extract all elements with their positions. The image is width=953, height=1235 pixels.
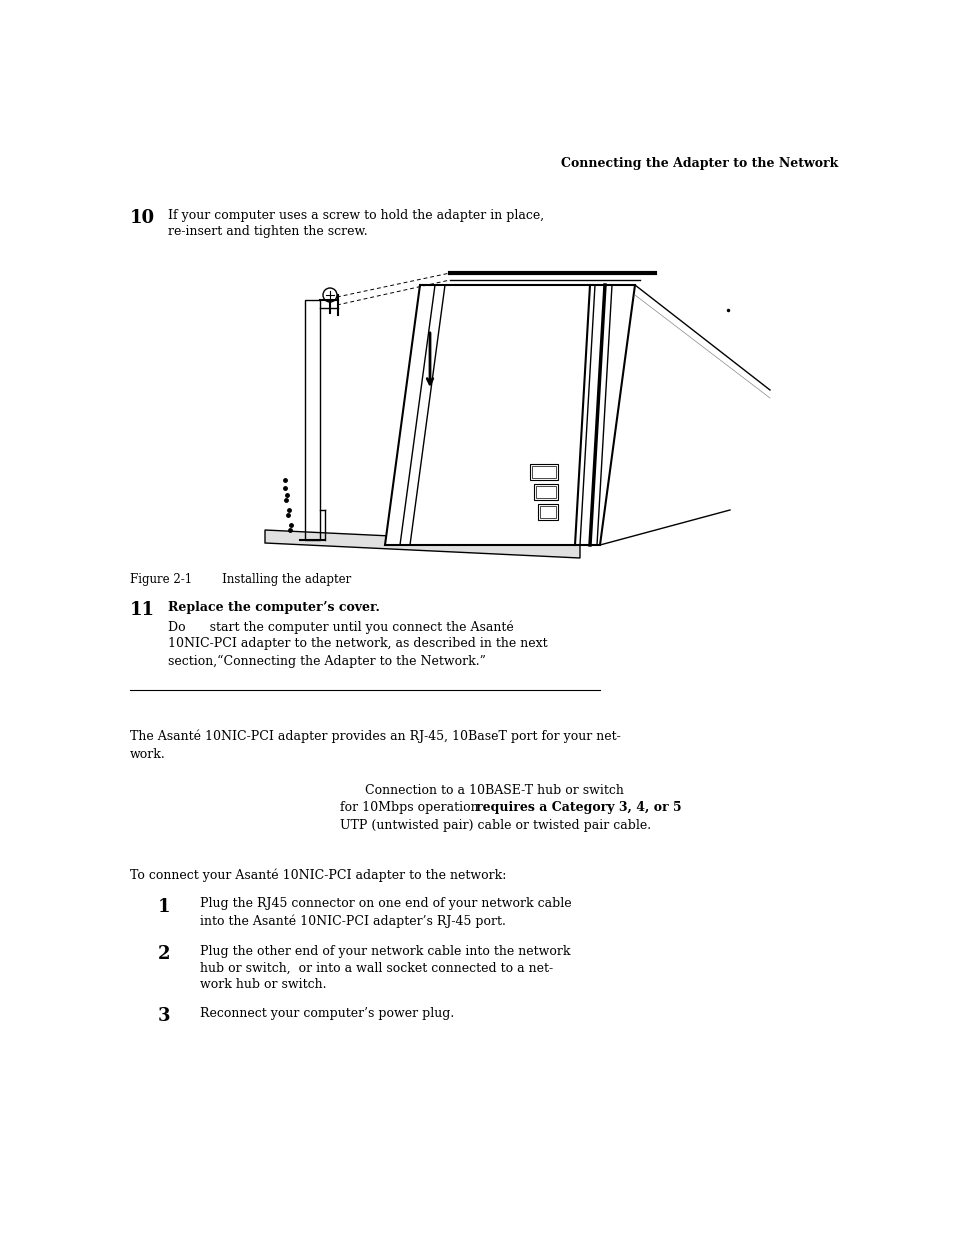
Bar xyxy=(537,504,558,520)
Text: re-insert and tighten the screw.: re-insert and tighten the screw. xyxy=(168,226,367,238)
Text: Reconnect your computer’s power plug.: Reconnect your computer’s power plug. xyxy=(200,1007,454,1020)
Text: section,“Connecting the Adapter to the Network.”: section,“Connecting the Adapter to the N… xyxy=(168,655,485,668)
Bar xyxy=(532,466,556,478)
Bar xyxy=(539,506,556,517)
Text: for 10Mbps operation: for 10Mbps operation xyxy=(339,802,482,815)
Text: 3: 3 xyxy=(158,1007,171,1025)
Text: UTP (untwisted pair) cable or twisted pair cable.: UTP (untwisted pair) cable or twisted pa… xyxy=(339,820,651,832)
Bar xyxy=(534,484,558,500)
Text: To connect your Asanté 10NIC-PCI adapter to the network:: To connect your Asanté 10NIC-PCI adapter… xyxy=(130,868,506,882)
Text: Replace the computer’s cover.: Replace the computer’s cover. xyxy=(168,600,379,614)
Polygon shape xyxy=(385,285,635,545)
Text: 10: 10 xyxy=(130,209,155,227)
Text: 1: 1 xyxy=(158,898,171,916)
Text: 2: 2 xyxy=(158,945,171,963)
Text: If your computer uses a screw to hold the adapter in place,: If your computer uses a screw to hold th… xyxy=(168,209,543,221)
Text: Do      start the computer until you connect the Asanté: Do start the computer until you connect … xyxy=(168,620,514,634)
Text: into the Asanté 10NIC-PCI adapter’s RJ-45 port.: into the Asanté 10NIC-PCI adapter’s RJ-4… xyxy=(200,914,505,927)
Bar xyxy=(536,487,556,498)
Text: The Asanté 10NIC-PCI adapter provides an RJ-45, 10BaseT port for your net-: The Asanté 10NIC-PCI adapter provides an… xyxy=(130,729,620,742)
Text: work hub or switch.: work hub or switch. xyxy=(200,978,326,992)
Text: Connecting the Adapter to the Network: Connecting the Adapter to the Network xyxy=(560,157,838,169)
Text: requires a Category 3, 4, or 5: requires a Category 3, 4, or 5 xyxy=(476,802,680,815)
Bar xyxy=(530,464,558,480)
Text: work.: work. xyxy=(130,747,166,761)
Text: Plug the RJ45 connector on one end of your network cable: Plug the RJ45 connector on one end of yo… xyxy=(200,898,571,910)
Text: 11: 11 xyxy=(130,601,154,619)
Text: Connection to a 10BASE-T hub or switch: Connection to a 10BASE-T hub or switch xyxy=(365,783,623,797)
Polygon shape xyxy=(265,530,579,558)
Text: Figure 2-1        Installing the adapter: Figure 2-1 Installing the adapter xyxy=(130,573,351,587)
Text: Plug the other end of your network cable into the network: Plug the other end of your network cable… xyxy=(200,945,570,957)
Text: hub or switch,  or into a wall socket connected to a net-: hub or switch, or into a wall socket con… xyxy=(200,962,553,974)
Text: 10NIC-PCI adapter to the network, as described in the next: 10NIC-PCI adapter to the network, as des… xyxy=(168,637,547,651)
